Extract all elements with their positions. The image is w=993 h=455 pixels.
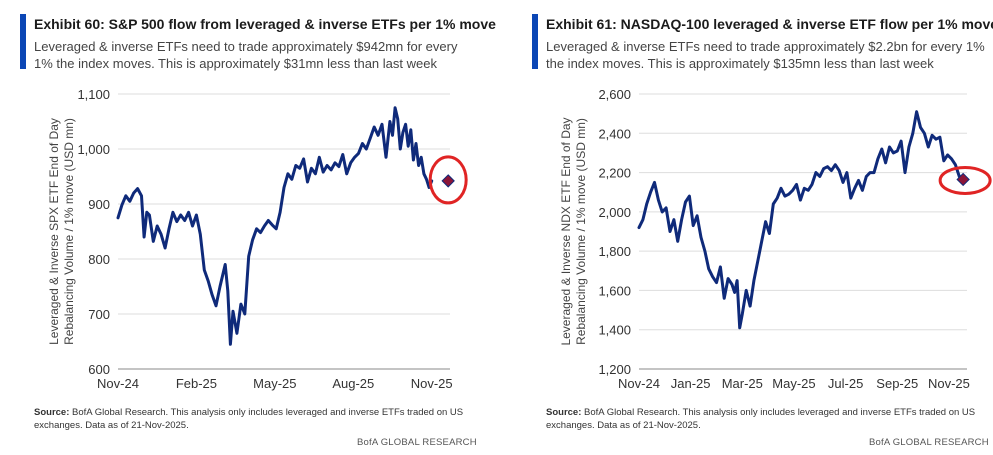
- ndx-series-line: [637, 110, 965, 330]
- exhibit-60-title: Exhibit 60: S&P 500 flow from leveraged …: [34, 16, 496, 32]
- exhibit-60-subtitle: Leveraged & inverse ETFs need to trade a…: [34, 39, 458, 71]
- ndx-y-axis-title: Rebalancing Volume / 1% move (USD mn): [574, 118, 588, 345]
- accent-bar: [20, 14, 26, 69]
- ndx-xtick-label: Nov-25: [928, 376, 970, 391]
- exhibit-60-chart: 600 700 800 900 1,000 1,100 Nov-24 Feb-25 May-25…: [47, 87, 468, 391]
- bofa-brand: BofA GLOBAL RESEARCH: [357, 437, 477, 448]
- ndx-ytick-label: 1,400: [598, 323, 631, 338]
- ndx-xtick-label: Nov-24: [618, 376, 660, 391]
- spx-xtick-label: Nov-25: [411, 376, 453, 391]
- spx-xtick-label: Nov-24: [97, 376, 139, 391]
- ndx-xtick-label: Jul-25: [828, 376, 863, 391]
- bofa-brand: BofA GLOBAL RESEARCH: [869, 437, 989, 448]
- spx-ytick-label: 1,100: [77, 87, 110, 102]
- spx-y-axis-title: Leveraged & Inverse SPX ETF End of Day: [47, 118, 61, 345]
- ndx-xtick-label: Mar-25: [722, 376, 763, 391]
- ndx-xtick-label: Jan-25: [671, 376, 711, 391]
- ndx-xtick-label: May-25: [772, 376, 815, 391]
- exhibit-61-subtitle: Leveraged & inverse ETFs need to trade a…: [546, 39, 985, 71]
- spx-xtick-label: May-25: [253, 376, 296, 391]
- spx-ytick-label: 600: [88, 362, 110, 377]
- spx-y-axis-title: Rebalancing Volume / 1% move (USD mn): [62, 118, 76, 345]
- exhibit-61-chart: 1,200 1,400 1,600 1,800 2,000 2,200 2,400 2,600…: [559, 87, 992, 391]
- spx-ytick-label: 800: [88, 252, 110, 267]
- ndx-ytick-label: 1,200: [598, 362, 631, 377]
- source-text: BofA Global Research. This analysis only…: [34, 407, 464, 431]
- spx-xtick-label: Feb-25: [176, 376, 217, 391]
- source-label: Source:: [34, 407, 70, 418]
- exhibit-60-panel: Exhibit 60: S&P 500 flow from leveraged …: [0, 0, 496, 455]
- exhibit-61-title: Exhibit 61: NASDAQ-100 leveraged & inver…: [546, 16, 993, 32]
- spx-xtick-label: Aug-25: [332, 376, 374, 391]
- ndx-ytick-label: 2,200: [598, 166, 631, 181]
- ndx-ytick-label: 2,400: [598, 126, 631, 141]
- ndx-ytick-label: 1,800: [598, 244, 631, 259]
- spx-ytick-label: 900: [88, 197, 110, 212]
- spx-highlight-circle: [428, 155, 468, 205]
- ndx-highlight-circle: [938, 165, 992, 195]
- ndx-ytick-label: 1,600: [598, 283, 631, 298]
- source-text: BofA Global Research. This analysis only…: [546, 407, 976, 431]
- spx-series-line: [116, 106, 434, 346]
- spx-ytick-label: 700: [88, 307, 110, 322]
- ndx-y-axis-title: Leveraged & Inverse NDX ETF End of Day: [559, 117, 573, 345]
- spx-last-point-marker: [441, 174, 455, 188]
- exhibit-61-panel: Exhibit 61: NASDAQ-100 leveraged & inver…: [512, 0, 993, 455]
- ndx-xtick-label: Sep-25: [876, 376, 918, 391]
- spx-ytick-label: 1,000: [77, 142, 110, 157]
- ndx-ytick-label: 2,600: [598, 87, 631, 102]
- ndx-last-point-marker: [956, 172, 970, 187]
- source-label: Source:: [546, 407, 582, 418]
- accent-bar: [532, 14, 538, 69]
- exhibit-60-source: Source: BofA Global Research. This analy…: [34, 406, 474, 432]
- exhibit-61-source: Source: BofA Global Research. This analy…: [546, 406, 986, 432]
- ndx-ytick-label: 2,000: [598, 205, 631, 220]
